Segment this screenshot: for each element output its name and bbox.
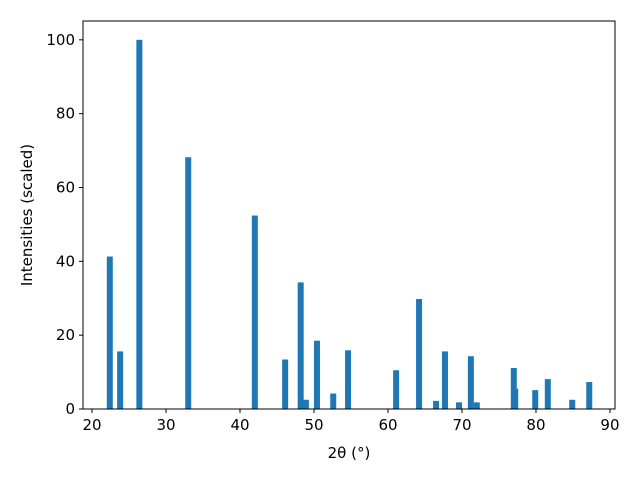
bar xyxy=(467,356,474,409)
bar xyxy=(456,402,463,409)
x-axis-label: 2θ (°) xyxy=(328,444,371,462)
bar xyxy=(302,399,309,409)
bar xyxy=(117,351,124,409)
plot-frame xyxy=(82,20,616,410)
x-tick-label: 30 xyxy=(156,416,175,434)
bar xyxy=(532,390,539,409)
bar xyxy=(136,39,143,409)
bar xyxy=(393,370,400,409)
bar xyxy=(544,379,551,409)
y-tick-label: 20 xyxy=(56,326,75,344)
bar xyxy=(586,382,593,409)
bar xyxy=(510,368,517,409)
y-axis-label: Intensities (scaled) xyxy=(18,144,36,286)
bar xyxy=(441,351,448,409)
bar xyxy=(106,256,113,409)
bar xyxy=(433,400,440,409)
bar xyxy=(473,402,480,409)
bar xyxy=(185,157,192,409)
x-tick-label: 50 xyxy=(304,416,323,434)
y-tick-label: 40 xyxy=(56,252,75,270)
y-tick-label: 60 xyxy=(56,178,75,196)
bar xyxy=(330,393,337,409)
bar xyxy=(282,359,289,409)
y-tick-label: 100 xyxy=(46,31,75,49)
x-tick-label: 70 xyxy=(452,416,471,434)
x-tick-label: 90 xyxy=(600,416,619,434)
x-tick-label: 20 xyxy=(82,416,101,434)
y-tick-label: 0 xyxy=(65,400,75,418)
x-tick-label: 60 xyxy=(378,416,397,434)
bar xyxy=(251,215,258,409)
bar xyxy=(297,282,304,409)
bar xyxy=(416,298,423,409)
y-tick-label: 80 xyxy=(56,105,75,123)
x-tick-label: 40 xyxy=(230,416,249,434)
bar xyxy=(345,350,352,409)
bar xyxy=(313,340,320,409)
x-tick-label: 80 xyxy=(526,416,545,434)
bar xyxy=(512,388,519,409)
bar xyxy=(569,399,576,409)
